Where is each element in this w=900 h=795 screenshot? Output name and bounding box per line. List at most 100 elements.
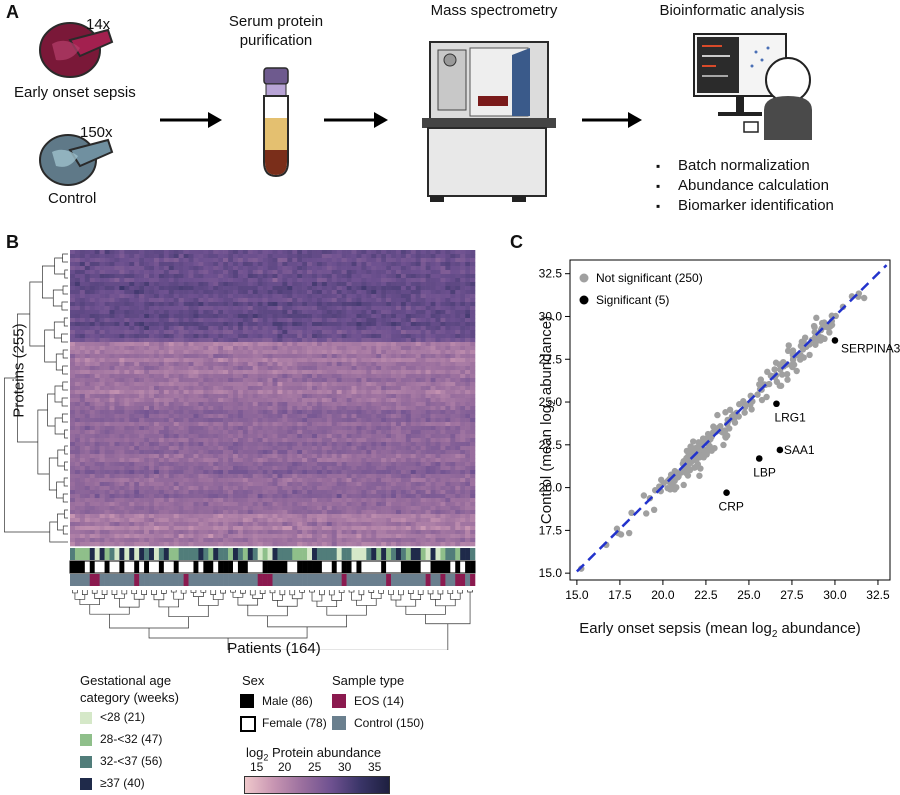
- scale-tick: 20: [278, 760, 292, 774]
- gest-item: 32-<37 (56): [100, 754, 163, 768]
- bioinformatics-workstation-icon: [693, 33, 812, 140]
- type-swatch-control: [332, 716, 346, 730]
- not-significant-point: [763, 393, 770, 401]
- not-significant-point: [671, 486, 678, 493]
- not-significant-point: [826, 329, 833, 336]
- gest-item: <28 (21): [100, 710, 146, 724]
- not-significant-point: [784, 376, 791, 383]
- scale-tick: 35: [368, 760, 382, 774]
- not-significant-point: [810, 322, 818, 330]
- not-significant-points: [578, 290, 868, 572]
- gest-item: 28-<32 (47): [100, 732, 163, 746]
- heatmap-cells: [70, 250, 476, 547]
- sex-bar: [69, 560, 476, 574]
- significant-points: SERPINA3 LRG1 SAA1 LBP CRP: [719, 337, 900, 514]
- not-significant-point: [778, 371, 786, 378]
- not-significant-point: [674, 472, 681, 480]
- not-significant-point: [690, 438, 697, 445]
- point-label: LBP: [753, 466, 776, 480]
- y-tick-label: 27.5: [539, 352, 563, 366]
- scatter-legend: Not significant (250) Significant (5): [579, 271, 703, 307]
- significant-point: [776, 446, 784, 454]
- plot-frame: [569, 259, 891, 581]
- not-significant-point: [860, 294, 868, 302]
- sample-type-legend-title: Sample type: [332, 673, 405, 688]
- not-significant-point: [697, 465, 704, 472]
- gest-swatch: [80, 734, 92, 746]
- control-sample-icon: [39, 134, 114, 186]
- not-significant-point: [640, 492, 648, 499]
- sex-item: Male (86): [262, 694, 313, 708]
- type-item: EOS (14): [354, 694, 405, 708]
- not-significant-point: [650, 506, 658, 514]
- sex-item: Female (78): [262, 716, 327, 730]
- legend-marker-not-significant: [579, 273, 589, 283]
- not-significant-point: [784, 347, 792, 355]
- not-significant-point: [687, 443, 694, 450]
- not-significant-point: [756, 381, 763, 388]
- not-significant-point: [801, 334, 809, 341]
- x-tick-label: 15.0: [565, 588, 589, 602]
- not-significant-point: [696, 444, 704, 451]
- analysis-step: Batch normalization: [656, 156, 834, 176]
- abundance-scale-title: log2 Protein abundance: [246, 745, 382, 763]
- not-significant-point: [719, 429, 726, 436]
- row-dendrogram: [4, 253, 68, 543]
- y-tick-label: 32.5: [539, 267, 563, 281]
- not-significant-point: [664, 484, 671, 492]
- panel-c-letter: C: [510, 232, 523, 252]
- legend-label-significant: Significant (5): [596, 293, 669, 307]
- scale-tick: 25: [308, 760, 322, 774]
- not-significant-point: [696, 472, 703, 479]
- x-tick-label: 30.0: [823, 588, 847, 602]
- analysis-step: Biomarker identification: [656, 196, 834, 216]
- heatmap-y-label: Proteins (255): [10, 323, 28, 418]
- significant-point: [773, 400, 780, 408]
- early-sepsis-sample-icon: [39, 22, 114, 78]
- point-label: SAA1: [784, 443, 815, 457]
- x-tick-label: 20.0: [651, 588, 675, 602]
- type-item: Control (150): [354, 716, 425, 730]
- scatter-x-axis-label: Early onset sepsis (mean log2 abundance): [579, 620, 861, 640]
- gestational-age-bar: [70, 548, 476, 560]
- not-significant-point: [692, 463, 699, 471]
- type-swatch-eos: [332, 694, 346, 708]
- not-significant-point: [776, 382, 783, 389]
- early-sepsis-label: Early onset sepsis: [14, 84, 136, 101]
- y-tick-label: 15.0: [539, 566, 563, 580]
- sex-swatch-female: [240, 716, 256, 732]
- not-significant-point: [704, 448, 711, 455]
- not-significant-point: [785, 342, 792, 349]
- y-tick-label: 25.0: [539, 395, 563, 409]
- not-significant-point: [754, 391, 761, 398]
- not-significant-point: [682, 469, 690, 477]
- abundance-color-bar: [244, 776, 390, 794]
- analysis-step: Abundance calculation: [656, 176, 834, 196]
- bioinformatics-label: Bioinformatic analysis: [659, 2, 805, 19]
- significant-point: [755, 455, 763, 462]
- x-tick-label: 25.0: [737, 588, 761, 602]
- heatmap-figure: [4, 250, 476, 650]
- not-significant-point: [813, 314, 820, 322]
- control-count: 150x: [80, 124, 113, 141]
- test-tube-icon: [263, 67, 289, 178]
- not-significant-point: [757, 376, 765, 383]
- legend-label-not-significant: Not significant (250): [596, 271, 703, 285]
- y-tick-label: 20.0: [539, 481, 563, 495]
- gest-swatch: [80, 712, 92, 724]
- identity-line: [576, 264, 888, 573]
- not-significant-point: [789, 361, 796, 368]
- purification-label: Serum protein purification: [228, 13, 324, 49]
- sex-legend-title: Sex: [242, 673, 265, 688]
- significant-point: [723, 489, 730, 497]
- x-tick-label: 32.5: [866, 588, 890, 602]
- not-significant-point: [660, 479, 667, 487]
- not-significant-point: [812, 341, 819, 348]
- column-dendrogram: [72, 590, 473, 650]
- not-significant-point: [748, 406, 755, 413]
- not-significant-point: [814, 335, 821, 342]
- not-significant-point: [758, 396, 766, 404]
- analysis-steps-list: Batch normalization Abundance calculatio…: [656, 156, 834, 216]
- panel-b-letter: B: [6, 232, 19, 252]
- y-tick-label: 30.0: [539, 309, 563, 323]
